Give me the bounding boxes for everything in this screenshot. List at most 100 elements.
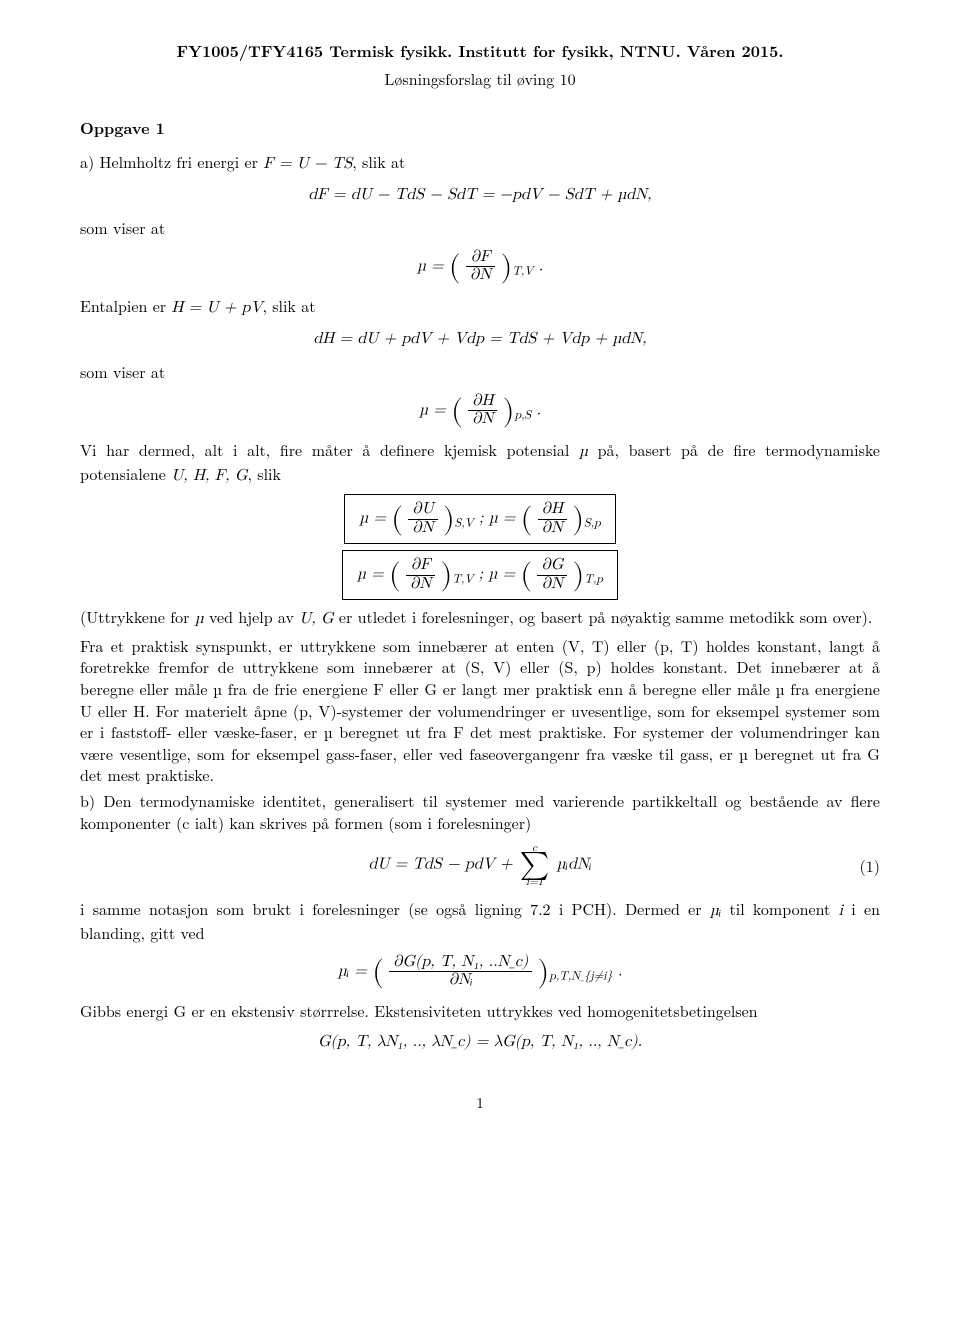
frac-dU-dN: ∂U ∂N (408, 501, 437, 537)
num-dH-2: ∂H (538, 501, 567, 520)
num-dH: ∂H (468, 393, 497, 412)
den-dN-b1a: ∂N (408, 520, 437, 538)
num-dU: ∂U (408, 501, 437, 520)
num-dG: ∂G (537, 557, 567, 576)
rparen-icon-b2a: ) (441, 560, 453, 590)
period-2: . (536, 402, 540, 418)
period: . (539, 258, 543, 274)
text-a-intro2: , slik at (352, 150, 405, 173)
den-dN-b2a: ∂N (406, 576, 435, 594)
eq-number-1: (1) (860, 855, 880, 877)
para-long: Fra et praktisk synspunkt, er uttrykkene… (80, 635, 880, 786)
page-subtitle: Løsningsforslag til øving 10 (80, 68, 880, 90)
eq-dU-post: µᵢdNᵢ (557, 857, 592, 873)
frac-dG-dN: ∂G ∂N (537, 557, 567, 593)
boxed-row-1: µ = ( ∂U ∂N )S,V ; µ = ( ∂H ∂N )S,p (80, 494, 880, 544)
den-dN-b1b: ∂N (538, 520, 567, 538)
eq-dF: dF = dU − TdS − SdT = −pdV − SdT + µdN, (80, 185, 880, 207)
semicolon-1: ; (479, 510, 489, 526)
frac-dF-dN: ∂F ∂N (466, 249, 495, 285)
rparen-icon-b1b: ) (572, 504, 584, 534)
num-dF-2: ∂F (406, 557, 435, 576)
eq-mu-H: µ = ( ∂H ∂N )p,S . (80, 393, 880, 429)
eq-mu-F: µ = ( ∂F ∂N )T,V . (80, 249, 880, 285)
rparen-icon-b1a: ) (443, 504, 455, 534)
rparen-icon-b2b: ) (573, 560, 585, 590)
math-H-def: H = U + pV (171, 300, 262, 316)
text-i-samme2: til komponent (721, 897, 838, 920)
para-gibbs: Gibbs energi G er en ekstensiv størrrels… (80, 1000, 880, 1022)
mu-eq-2: µ = (419, 402, 451, 418)
sub-Tp: T,p (584, 574, 603, 586)
rparen-icon: ) (501, 252, 513, 282)
eq-mu-i: µᵢ = ( ∂G(p, T, N₁, ..N_c) ∂Nᵢ )p,T,N_{j… (80, 954, 880, 990)
text-uttrykk-post: er utledet i forelesninger, og basert på… (334, 605, 873, 628)
boxed-eq-2: µ = ( ∂F ∂N )T,V ; µ = ( ∂G ∂N )T,p (342, 550, 618, 600)
mu-eq-b1b: µ = (489, 510, 521, 526)
para-entalpien: Entalpien er H = U + pV, slik at (80, 295, 880, 320)
eq-dH: dH = dU + pdV + Vdp = TdS + Vdp + µdN, (80, 329, 880, 351)
text-uttrykk-pre: (Uttrykkene for (80, 605, 195, 628)
boxed-row-2: µ = ( ∂F ∂N )T,V ; µ = ( ∂G ∂N )T,p (80, 550, 880, 600)
den-dN: ∂N (466, 267, 495, 285)
mu-eq-b2a: µ = (357, 567, 389, 583)
para-som-viser-1: som viser at (80, 217, 880, 239)
lparen-icon-b2b: ( (520, 560, 532, 590)
lparen-icon-b1b: ( (521, 504, 533, 534)
para-vi-har: Vi har dermed, alt i alt, fire måter å d… (80, 439, 880, 488)
mu-eq-b1a: µ = (359, 510, 391, 526)
sigma-icon: ∑ (520, 854, 550, 876)
eq-homogeneity: G(p, T, λN₁, .., λN_c) = λG(p, T, N₁, ..… (80, 1032, 880, 1054)
section-oppgave-1: Oppgave 1 (80, 117, 880, 139)
text-uttrykk-mid: ved hjelp av (204, 605, 300, 628)
mu-eq: µ = (417, 258, 449, 274)
sub-TV-2: T,V (452, 574, 473, 586)
text-i-samme: i samme notasjon som brukt i forelesning… (80, 897, 710, 920)
boxed-eq-1: µ = ( ∂U ∂N )S,V ; µ = ( ∂H ∂N )S,p (344, 494, 615, 544)
para-b-intro: b) Den termodynamiske identitet, general… (80, 790, 880, 833)
sub-Sp: S,p (584, 518, 601, 530)
text-entalpien2: , slik at (262, 294, 315, 317)
num-dF: ∂F (466, 249, 495, 268)
sub-pS: p,S (514, 409, 531, 421)
page-number: 1 (80, 1093, 880, 1113)
math-F-def: F = U − TS (263, 156, 352, 172)
page-header-title: FY1005/TFY4165 Termisk fysikk. Institutt… (80, 40, 880, 62)
para-som-viser-2: som viser at (80, 361, 880, 383)
sub-pTNj: p,T,N_{j≠i} (549, 971, 612, 983)
sub-SV: S,V (455, 518, 474, 530)
mu-i-eq: µᵢ = (338, 963, 373, 979)
frac-dF-dN-2: ∂F ∂N (406, 557, 435, 593)
text-a-intro: a) Helmholtz fri energi er (80, 150, 263, 173)
num-dG-full: ∂G(p, T, N₁, ..N_c) (389, 954, 532, 973)
period-3: . (618, 963, 622, 979)
rparen-icon-mui: ) (538, 957, 550, 987)
math-mu-i: µᵢ (710, 903, 721, 919)
eq-dU-pre: dU = TdS − pdV + (369, 857, 518, 873)
mu-eq-b2b: µ = (488, 567, 520, 583)
frac-dH-dN-2: ∂H ∂N (538, 501, 567, 537)
text-vi-har: Vi har dermed, alt i alt, fire måter å d… (80, 438, 579, 461)
den-dNi: ∂Nᵢ (389, 972, 532, 990)
lparen-icon-b2a: ( (389, 560, 401, 590)
den-dN-2: ∂N (468, 411, 497, 429)
lparen-icon-2: ( (451, 396, 463, 426)
text-vi-har3: , slik (248, 462, 281, 485)
math-UG: U, G (299, 611, 333, 627)
text-entalpien: Entalpien er (80, 294, 171, 317)
sub-TV: T,V (512, 265, 533, 277)
para-i-samme: i samme notasjon som brukt i forelesning… (80, 898, 880, 944)
lparen-icon-mui: ( (372, 957, 384, 987)
eq-dU-sum: dU = TdS − pdV + c ∑ i=1 µᵢdNᵢ (1) (80, 843, 880, 887)
frac-dG-dNi: ∂G(p, T, N₁, ..N_c) ∂Nᵢ (389, 954, 532, 990)
math-UHFG: U, H, F, G (171, 468, 247, 484)
lparen-icon-b1a: ( (391, 504, 403, 534)
semicolon-2: ; (479, 567, 489, 583)
math-mu: µ (579, 444, 588, 460)
para-a-intro: a) Helmholtz fri energi er F = U − TS, s… (80, 151, 880, 176)
den-dN-b2b: ∂N (537, 576, 567, 594)
frac-dH-dN: ∂H ∂N (468, 393, 497, 429)
math-mu-2: µ (195, 611, 204, 627)
para-uttrykk: (Uttrykkene for µ ved hjelp av U, G er u… (80, 606, 880, 631)
sum-symbol: c ∑ i=1 (520, 843, 550, 887)
